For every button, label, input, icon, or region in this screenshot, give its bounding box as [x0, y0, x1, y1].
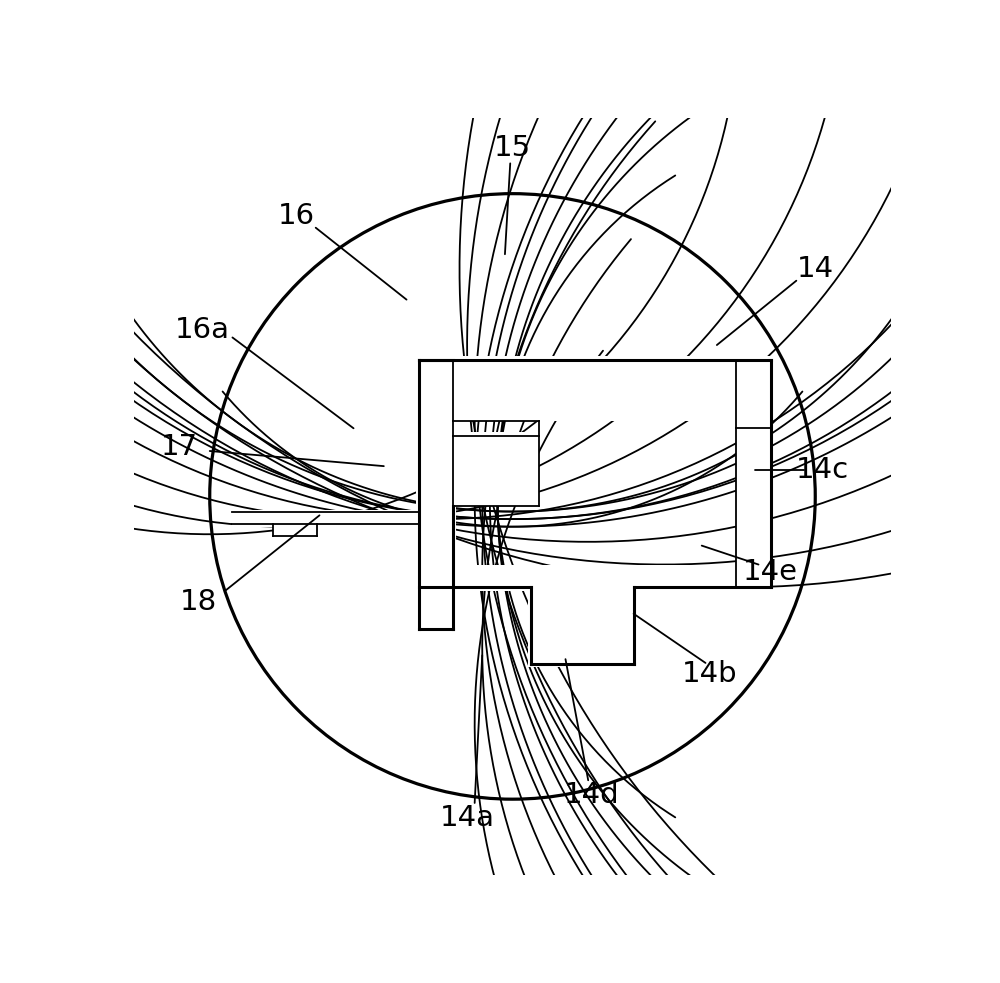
Polygon shape — [232, 510, 422, 527]
Text: 14c: 14c — [796, 456, 849, 484]
Polygon shape — [453, 433, 539, 506]
Polygon shape — [273, 524, 317, 536]
Polygon shape — [528, 580, 634, 666]
Polygon shape — [416, 353, 456, 629]
Text: 14d: 14d — [564, 781, 620, 809]
Text: 17: 17 — [161, 434, 198, 461]
Text: 16: 16 — [278, 202, 315, 230]
Text: 14b: 14b — [681, 661, 737, 688]
Text: 18: 18 — [180, 589, 217, 616]
Polygon shape — [419, 564, 771, 591]
Polygon shape — [736, 357, 771, 587]
Text: 14e: 14e — [742, 558, 797, 586]
Text: 14a: 14a — [440, 804, 495, 832]
Text: 15: 15 — [494, 135, 531, 162]
Text: 16a: 16a — [175, 316, 230, 344]
Polygon shape — [419, 357, 771, 421]
Text: 14: 14 — [797, 256, 834, 283]
